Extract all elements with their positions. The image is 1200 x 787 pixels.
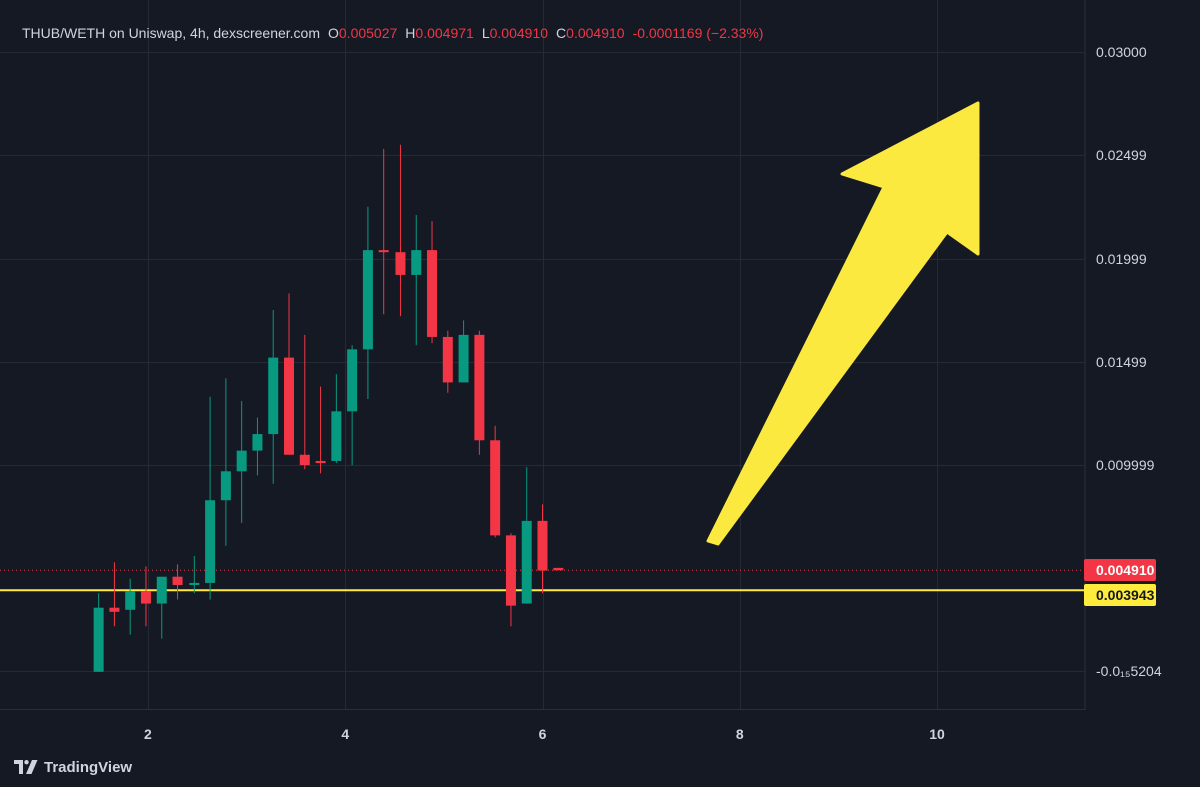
- candle[interactable]: [189, 556, 200, 594]
- time-tick: 2: [144, 726, 152, 742]
- candle-body: [378, 250, 389, 253]
- horizontal-line-price-label: 0.003943: [1084, 584, 1156, 607]
- candle[interactable]: [315, 386, 326, 474]
- candle-body: [93, 607, 104, 672]
- candle[interactable]: [537, 504, 548, 594]
- candle[interactable]: [268, 310, 279, 484]
- candle-body: [347, 349, 358, 412]
- price-tick: 0.01999: [1096, 250, 1147, 267]
- close-value: 0.004910: [566, 25, 625, 41]
- candle[interactable]: [521, 467, 532, 604]
- candle[interactable]: [553, 567, 564, 571]
- candle-body: [315, 460, 326, 464]
- candle-body: [474, 334, 485, 441]
- candle[interactable]: [411, 214, 422, 346]
- candle[interactable]: [442, 330, 453, 393]
- brand-name: TradingView: [44, 758, 133, 776]
- price-tick: -0.0₁₅5204: [1096, 663, 1162, 680]
- symbol-title[interactable]: THUB/WETH on Uniswap, 4h, dexscreener.co…: [22, 25, 320, 41]
- open-value: 0.005027: [338, 25, 398, 41]
- candle-body: [490, 440, 501, 536]
- price-tick: 0.02499: [1096, 147, 1147, 164]
- time-tick: 4: [341, 726, 350, 742]
- price-tick: 0.009999: [1096, 457, 1155, 474]
- candle[interactable]: [331, 374, 342, 464]
- candle-body: [411, 250, 422, 275]
- close-key: C: [556, 25, 567, 41]
- high-value: 0.004971: [415, 25, 474, 41]
- candle[interactable]: [252, 417, 263, 476]
- candle[interactable]: [236, 401, 247, 523]
- candle[interactable]: [505, 533, 516, 627]
- candle-body: [156, 576, 167, 604]
- candle[interactable]: [474, 330, 485, 455]
- candle-body: [505, 535, 516, 606]
- candle-body: [268, 357, 279, 435]
- low-key: L: [481, 25, 490, 41]
- tradingview-logo-icon: [14, 760, 38, 774]
- candle[interactable]: [109, 562, 120, 627]
- candle-body: [537, 520, 548, 571]
- candle-body: [442, 336, 453, 383]
- candle[interactable]: [299, 334, 310, 470]
- candle-body: [125, 591, 136, 610]
- candle-body: [521, 520, 532, 604]
- price-axis[interactable]: 0.03000 0.02499 0.01999 0.01499 0.009999…: [1085, 0, 1200, 710]
- candle[interactable]: [284, 293, 295, 455]
- candle[interactable]: [220, 378, 231, 546]
- candle-body: [458, 334, 469, 383]
- candle[interactable]: [427, 221, 438, 344]
- candle[interactable]: [395, 144, 406, 317]
- candle-body: [427, 250, 438, 337]
- price-tick: 0.03000: [1096, 43, 1147, 60]
- current-price-label: 0.004910: [1084, 559, 1156, 582]
- candle[interactable]: [458, 320, 469, 383]
- candles: [93, 144, 564, 672]
- candle-body: [172, 576, 183, 585]
- candle-body: [109, 607, 120, 612]
- candle-body: [284, 357, 295, 455]
- tradingview-logo[interactable]: TradingView: [14, 757, 132, 777]
- yellow-arrow-annotation[interactable]: [706, 101, 980, 546]
- candle-body: [189, 582, 200, 585]
- candle[interactable]: [490, 425, 501, 538]
- time-tick: 6: [538, 726, 547, 742]
- candle[interactable]: [125, 578, 136, 635]
- candle[interactable]: [140, 566, 151, 627]
- candle[interactable]: [347, 345, 358, 466]
- candle-body: [236, 450, 247, 472]
- candle-body: [299, 454, 310, 466]
- low-value: 0.004910: [489, 25, 549, 41]
- candle-body: [140, 591, 151, 604]
- candle-body: [362, 250, 373, 350]
- candle[interactable]: [93, 593, 104, 672]
- high-key: H: [405, 25, 416, 41]
- candle-body: [331, 411, 342, 461]
- change-value: -0.0001169 (−2.33%): [632, 25, 764, 41]
- candle-body: [205, 500, 216, 583]
- candle-body: [395, 252, 406, 275]
- price-tick: 0.01499: [1096, 353, 1147, 370]
- candle-body: [553, 567, 564, 571]
- candle-body: [252, 434, 263, 451]
- symbol-legend: THUB/WETH on Uniswap, 4h, dexscreener.co…: [22, 24, 763, 42]
- candle[interactable]: [156, 576, 167, 639]
- time-tick: 10: [929, 726, 945, 742]
- candle[interactable]: [362, 206, 373, 399]
- time-tick: 8: [735, 726, 744, 742]
- candle[interactable]: [172, 564, 183, 600]
- candle-body: [220, 471, 231, 501]
- candle[interactable]: [378, 148, 389, 315]
- candle[interactable]: [205, 396, 216, 600]
- open-key: O: [328, 25, 339, 41]
